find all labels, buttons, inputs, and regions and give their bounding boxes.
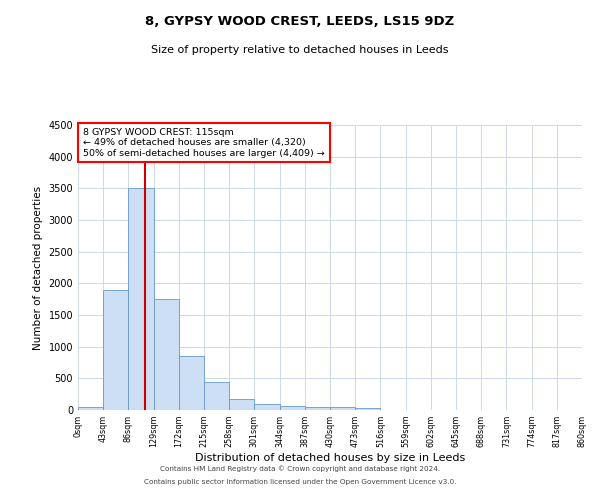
Bar	[179, 356, 204, 410]
Text: 8, GYPSY WOOD CREST, LEEDS, LS15 9DZ: 8, GYPSY WOOD CREST, LEEDS, LS15 9DZ	[145, 15, 455, 28]
Bar	[204, 382, 229, 410]
Text: Size of property relative to detached houses in Leeds: Size of property relative to detached ho…	[151, 45, 449, 55]
X-axis label: Distribution of detached houses by size in Leeds: Distribution of detached houses by size …	[195, 453, 465, 463]
Text: Contains HM Land Registry data © Crown copyright and database right 2024.: Contains HM Land Registry data © Crown c…	[160, 466, 440, 472]
Bar	[78, 408, 103, 410]
Text: 8 GYPSY WOOD CREST: 115sqm
← 49% of detached houses are smaller (4,320)
50% of s: 8 GYPSY WOOD CREST: 115sqm ← 49% of deta…	[83, 128, 325, 158]
Bar	[305, 407, 330, 410]
Bar	[254, 404, 280, 410]
Bar	[330, 408, 355, 410]
Bar	[154, 299, 179, 410]
Bar	[280, 406, 305, 410]
Y-axis label: Number of detached properties: Number of detached properties	[33, 186, 43, 350]
Bar	[355, 408, 380, 410]
Bar	[128, 188, 154, 410]
Bar	[103, 290, 128, 410]
Bar	[229, 399, 254, 410]
Text: Contains public sector information licensed under the Open Government Licence v3: Contains public sector information licen…	[144, 479, 456, 485]
